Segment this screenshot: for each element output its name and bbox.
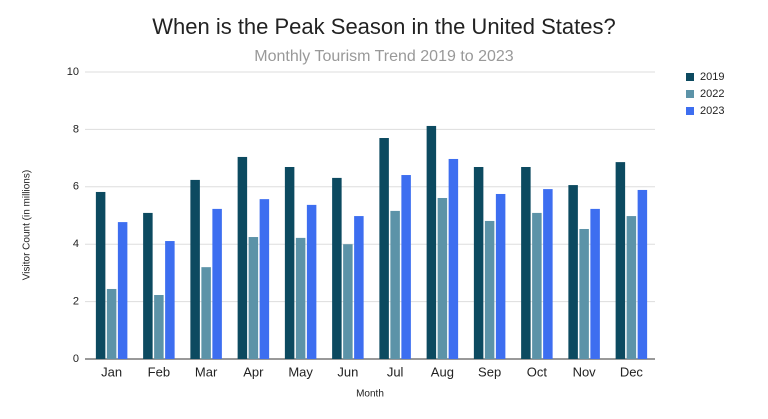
bar xyxy=(568,185,578,359)
y-tick-label: 6 xyxy=(73,181,79,193)
bar xyxy=(106,288,117,359)
bar xyxy=(495,193,506,359)
bar xyxy=(626,216,637,359)
legend-label: 2022 xyxy=(700,88,724,100)
bar xyxy=(379,138,389,359)
bar xyxy=(354,216,364,359)
bar xyxy=(259,199,270,359)
bar xyxy=(343,244,353,359)
bar xyxy=(521,166,531,359)
y-tick-label: 4 xyxy=(73,238,79,250)
x-tick-label: Oct xyxy=(527,364,548,379)
y-tick-label: 0 xyxy=(73,353,79,365)
x-tick-label: Jul xyxy=(387,364,404,379)
x-tick-label: Nov xyxy=(573,364,597,379)
bar xyxy=(248,237,259,359)
bar xyxy=(237,156,248,359)
bar xyxy=(306,204,317,359)
bar xyxy=(284,166,295,359)
bar xyxy=(473,166,484,359)
bar xyxy=(165,241,175,359)
bar xyxy=(95,191,106,359)
x-tick-label: Sep xyxy=(478,364,501,379)
y-tick-label: 2 xyxy=(73,296,79,308)
x-tick-label: Dec xyxy=(620,364,644,379)
bar xyxy=(543,189,553,359)
legend-swatch xyxy=(686,90,694,98)
legend-label: 2023 xyxy=(700,105,724,117)
bar xyxy=(117,222,128,359)
bar xyxy=(437,197,448,359)
bar xyxy=(332,177,342,359)
x-tick-label: May xyxy=(288,364,313,379)
x-tick-label: Aug xyxy=(431,364,454,379)
bar xyxy=(426,125,437,360)
bar xyxy=(590,208,600,359)
x-tick-label: Jan xyxy=(101,364,122,379)
x-tick-label: Mar xyxy=(195,364,218,379)
bar xyxy=(637,189,648,359)
bar xyxy=(532,212,542,359)
legend-label: 2019 xyxy=(700,71,724,83)
bar xyxy=(212,208,222,359)
legend-swatch xyxy=(686,107,694,115)
legend-swatch xyxy=(686,73,694,81)
bar xyxy=(484,220,495,359)
chart-subtitle: Monthly Tourism Trend 2019 to 2023 xyxy=(254,48,514,65)
x-axis-label: Month xyxy=(356,389,384,400)
chart-title: When is the Peak Season in the United St… xyxy=(152,14,616,39)
y-tick-label: 8 xyxy=(73,123,79,135)
bar xyxy=(190,179,200,359)
bar xyxy=(615,162,626,359)
bar xyxy=(154,294,164,359)
bar xyxy=(401,175,411,359)
y-tick-label: 10 xyxy=(67,66,79,78)
x-tick-label: Feb xyxy=(148,364,170,379)
bar xyxy=(295,237,306,359)
bar xyxy=(201,267,211,359)
y-axis-label: Visitor Count (in millions) xyxy=(22,170,33,280)
bar xyxy=(448,158,459,359)
bar xyxy=(143,212,153,359)
bar xyxy=(390,210,400,359)
x-tick-label: Apr xyxy=(243,364,264,379)
bar xyxy=(579,228,589,359)
x-tick-label: Jun xyxy=(337,364,358,379)
